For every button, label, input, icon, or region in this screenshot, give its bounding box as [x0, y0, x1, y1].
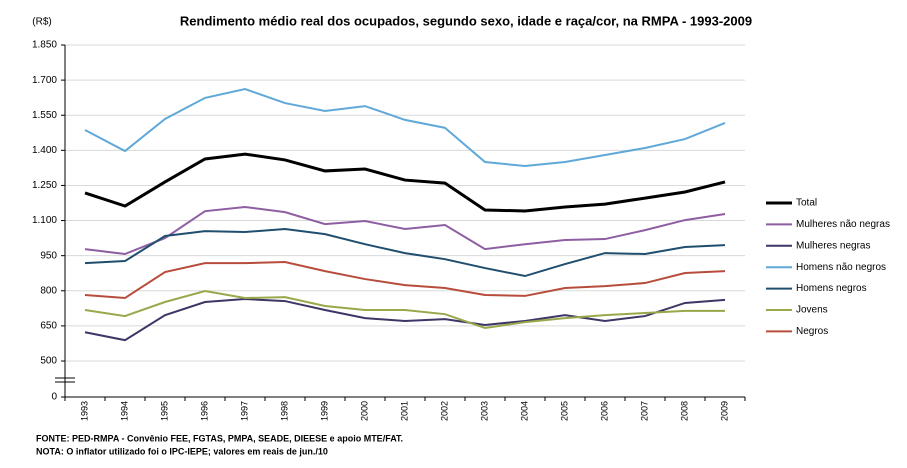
series-line: [84, 260, 726, 300]
x-tick-label: 2005: [559, 401, 569, 421]
series-line: [84, 289, 725, 330]
legend-label: Jovens: [796, 305, 828, 316]
x-tick-label: 1998: [279, 401, 289, 421]
x-tick-label: 1997: [239, 401, 249, 421]
y-tick-label: 800: [40, 285, 57, 296]
series-line: [84, 227, 726, 278]
x-tick-label: 2007: [639, 401, 649, 421]
series-line: [84, 87, 726, 168]
y-tick-label: 950: [40, 250, 57, 261]
chart-title: Rendimento médio real dos ocupados, segu…: [180, 13, 752, 28]
x-tick-label: 2006: [599, 401, 609, 421]
x-tick-label: 2003: [479, 401, 489, 421]
y-tick-label: 1.850: [32, 40, 57, 51]
legend-label: Homens negros: [796, 283, 867, 294]
y-tick-label: 1.100: [32, 215, 57, 226]
y-tick-label: 0: [51, 392, 57, 403]
x-tick-label: 2000: [359, 401, 369, 421]
series-line: [84, 297, 726, 342]
x-tick-label: 2009: [719, 401, 729, 421]
x-tick-label: 1993: [79, 401, 89, 421]
x-tick-label: 1995: [159, 401, 169, 421]
legend-label: Total: [796, 198, 817, 209]
x-tick-label: 2001: [399, 401, 409, 421]
x-tick-label: 2004: [519, 401, 529, 421]
series-line: [84, 205, 726, 256]
x-tick-label: 1999: [319, 401, 329, 421]
y-tick-label: 1.550: [32, 110, 57, 121]
x-tick-label: 1996: [199, 401, 209, 421]
source-note: NOTA: O inflator utilizado foi o IPC-IEP…: [36, 446, 328, 456]
y-axis-label: (R$): [32, 17, 51, 28]
source-note: FONTE: PED-RMPA - Convênio FEE, FGTAS, P…: [36, 433, 403, 443]
y-tick-label: 500: [40, 356, 57, 367]
x-tick-label: 2002: [439, 401, 449, 421]
legend-label: Mulheres não negras: [796, 219, 890, 230]
y-tick-label: 650: [40, 321, 57, 332]
legend-label: Mulheres negras: [796, 240, 870, 251]
legend-label: Negros: [796, 326, 828, 337]
y-tick-label: 1.700: [32, 75, 57, 86]
x-tick-label: 1994: [119, 401, 129, 421]
series-line: [84, 152, 726, 213]
x-tick-label: 2008: [679, 401, 689, 421]
y-tick-label: 1.400: [32, 145, 57, 156]
y-tick-label: 1.250: [32, 180, 57, 191]
legend-label: Homens não negros: [796, 262, 886, 273]
